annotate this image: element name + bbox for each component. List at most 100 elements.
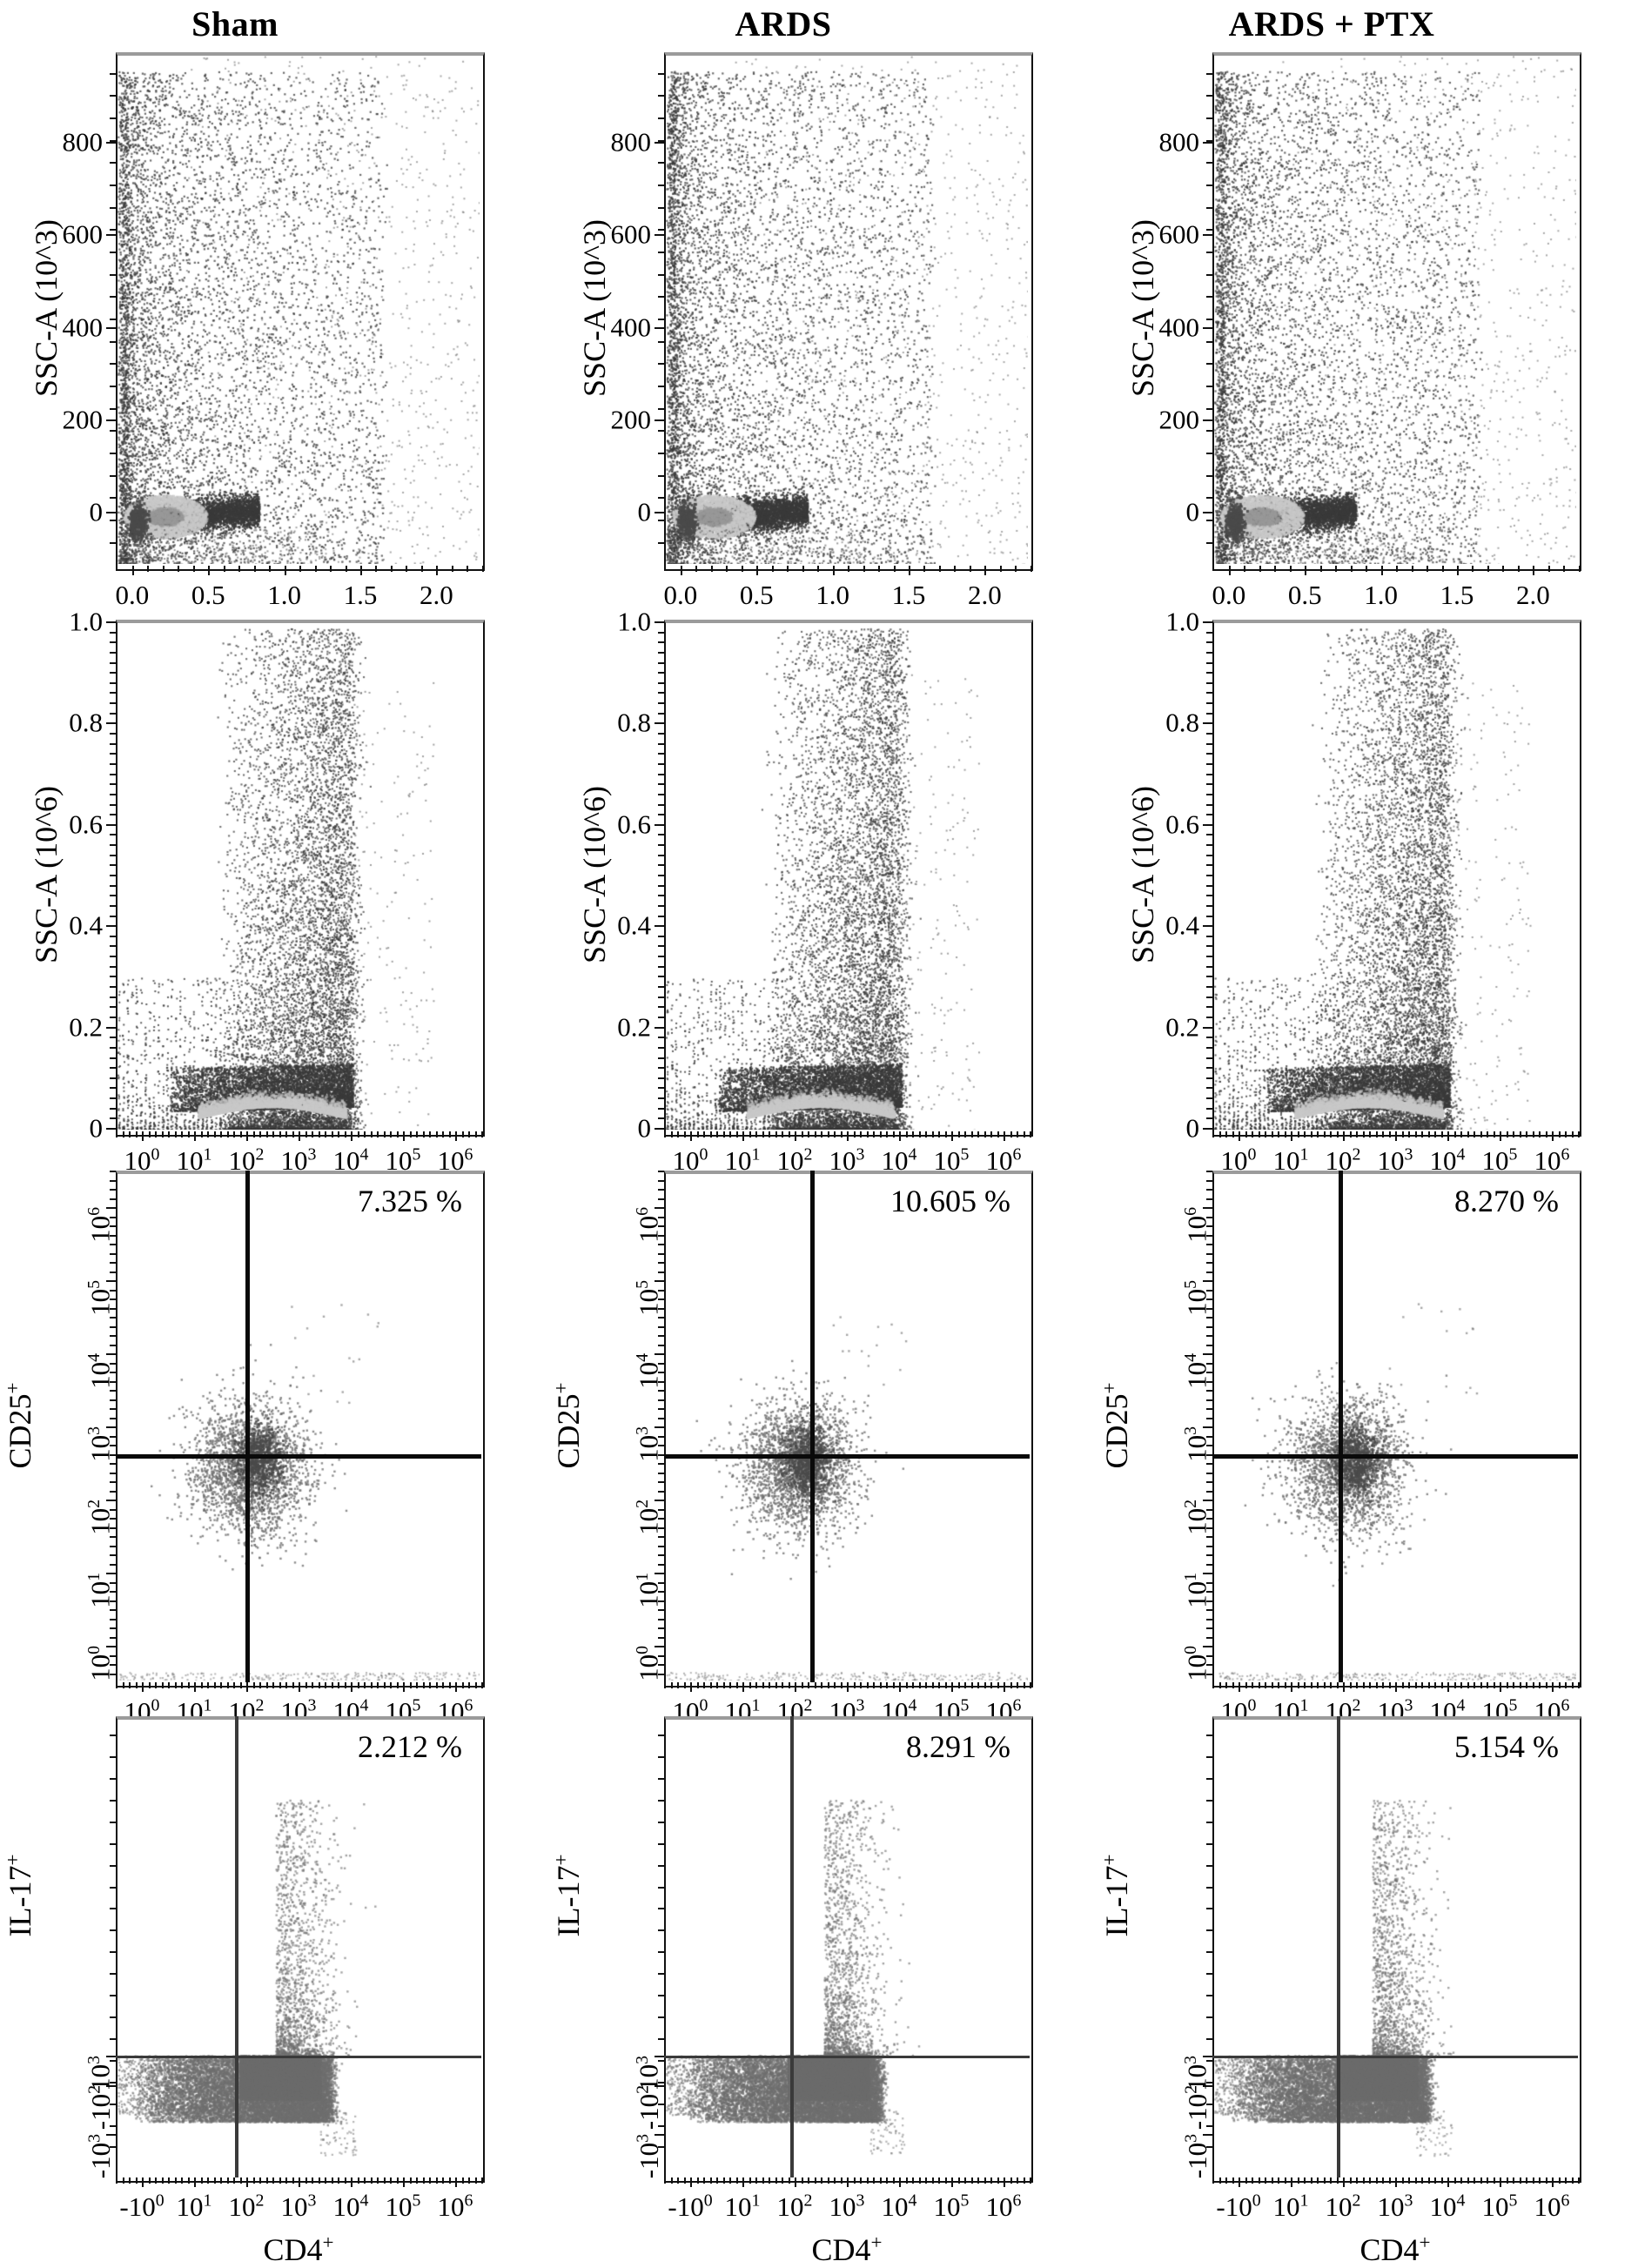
y-axis-minor-tick	[110, 1307, 116, 1310]
y-axis-minor-tick	[110, 1654, 116, 1657]
gate-line-horizontal[interactable]	[116, 1454, 481, 1459]
scatter-points	[666, 623, 1028, 1130]
x-axis-minor-tick	[259, 1131, 261, 1137]
gate-line-vertical[interactable]	[789, 1716, 794, 2177]
y-axis-minor-tick	[110, 1335, 116, 1337]
x-axis-minor-tick	[474, 1131, 477, 1137]
x-axis-minor-tick	[122, 1682, 124, 1688]
plot-area	[664, 52, 1033, 571]
x-axis-minor-tick	[1421, 2177, 1423, 2184]
y-axis-minor-tick	[1206, 712, 1212, 715]
x-axis-minor-tick	[863, 566, 865, 572]
y-axis-minor-tick	[1206, 1026, 1212, 1029]
x-axis-minor-tick	[983, 1131, 986, 1137]
x-axis-minor-tick	[878, 566, 881, 572]
y-axis-title: SSC-A (10^6)	[577, 786, 612, 963]
x-axis-minor-tick	[1232, 2177, 1234, 2184]
x-axis-minor-tick	[1395, 1131, 1397, 1137]
x-axis-minor-tick	[416, 1131, 418, 1137]
y-axis-minor-tick	[658, 1234, 664, 1237]
x-axis-minor-tick	[1434, 2177, 1436, 2184]
y-axis-minor-tick	[1206, 1335, 1212, 1337]
gate-line-vertical[interactable]	[810, 1171, 815, 1682]
gate-line-horizontal[interactable]	[116, 2055, 481, 2058]
x-axis-minor-tick	[886, 1682, 888, 1688]
y-axis-minor-tick	[110, 996, 116, 998]
y-axis-minor-tick	[658, 318, 664, 320]
y-axis-title: IL-17+	[549, 1854, 586, 1937]
x-axis-tick-label: 103	[280, 2191, 317, 2222]
x-axis-minor-tick	[923, 566, 926, 572]
x-axis-minor-tick	[1396, 566, 1399, 572]
y-axis-minor-tick	[110, 1417, 116, 1419]
y-axis-minor-tick	[110, 1518, 116, 1520]
y-axis-minor-tick	[658, 884, 664, 887]
x-axis-minor-tick	[325, 2177, 326, 2184]
y-axis-minor-tick	[110, 1390, 116, 1392]
y-axis-minor-tick	[658, 1335, 664, 1337]
x-axis-minor-tick	[481, 1131, 483, 1137]
y-axis-minor-tick	[1206, 2037, 1212, 2040]
x-axis-minor-tick	[168, 1131, 170, 1137]
y-axis-minor-tick	[1206, 1317, 1212, 1319]
y-axis-minor-tick	[1206, 692, 1212, 694]
x-axis-minor-tick	[357, 1131, 359, 1137]
x-axis-minor-tick	[1245, 1131, 1247, 1137]
x-axis-minor-tick	[827, 1131, 829, 1137]
x-axis-minor-tick	[931, 1682, 934, 1688]
y-axis-minor-tick	[658, 273, 664, 276]
x-axis-minor-tick	[168, 2177, 170, 2184]
x-axis-minor-tick	[683, 1131, 686, 1137]
gate-line-horizontal[interactable]	[664, 2055, 1030, 2058]
x-axis-tick-label: 103	[829, 1144, 865, 1176]
x-axis-minor-tick	[990, 1682, 992, 1688]
y-axis-minor-tick	[1206, 935, 1212, 937]
y-axis-minor-tick	[658, 1289, 664, 1292]
y-axis-minor-tick	[658, 1664, 664, 1666]
x-axis-minor-tick	[338, 2177, 339, 2184]
y-axis-minor-tick	[658, 956, 664, 958]
gate-line-vertical[interactable]	[1336, 1716, 1340, 2177]
x-axis-minor-tick	[1284, 2177, 1286, 2184]
gate-line-vertical[interactable]	[234, 1716, 238, 2177]
y-axis-minor-tick	[658, 117, 664, 119]
x-axis-minor-tick	[461, 2177, 464, 2184]
gate-line-vertical[interactable]	[1338, 1171, 1343, 1682]
y-axis-minor-tick	[1206, 1664, 1212, 1666]
y-axis-minor-tick	[110, 631, 116, 634]
y-axis-minor-tick	[110, 407, 116, 410]
y-axis-minor-tick	[1206, 2124, 1212, 2127]
x-axis-minor-tick	[1305, 566, 1307, 572]
x-axis-minor-tick	[1447, 1131, 1449, 1137]
x-axis-minor-tick	[769, 1131, 770, 1137]
y-axis-minor-tick	[110, 925, 116, 928]
x-axis-tick-label: 106	[985, 2191, 1022, 2222]
gate-percentage-label: 10.605 %	[890, 1184, 1010, 1218]
x-axis-minor-tick	[1467, 1131, 1469, 1137]
gate-line-horizontal[interactable]	[1212, 2055, 1578, 2058]
y-axis-minor-tick	[1206, 854, 1212, 856]
x-axis-minor-tick	[1565, 1131, 1567, 1137]
x-axis-minor-tick	[840, 2177, 842, 2184]
y-axis-title: SSC-A (10^3)	[29, 219, 64, 397]
y-axis-minor-tick	[658, 1842, 664, 1845]
x-axis-minor-tick	[1030, 1131, 1031, 1137]
x-axis-minor-tick	[795, 2177, 796, 2184]
gate-line-horizontal[interactable]	[664, 1454, 1030, 1459]
y-axis-minor-tick	[658, 1609, 664, 1611]
gate-line-horizontal[interactable]	[1212, 1454, 1578, 1459]
x-axis-minor-tick	[787, 566, 789, 572]
gate-line-vertical[interactable]	[245, 1171, 251, 1682]
y-axis-minor-tick	[658, 1380, 664, 1383]
x-axis-minor-tick	[409, 2177, 412, 2184]
x-axis-minor-tick	[1258, 1131, 1260, 1137]
scatter-points	[1214, 1720, 1576, 2176]
x-axis-minor-tick	[834, 1131, 836, 1137]
x-axis-minor-tick	[448, 1131, 451, 1137]
x-axis-minor-tick	[155, 2177, 157, 2184]
x-axis-minor-tick	[1350, 566, 1353, 572]
x-axis-minor-tick	[1369, 1131, 1371, 1137]
y-axis-minor-tick	[1206, 1372, 1212, 1373]
y-axis-tick	[106, 2055, 116, 2057]
x-axis-minor-tick	[312, 2177, 313, 2184]
